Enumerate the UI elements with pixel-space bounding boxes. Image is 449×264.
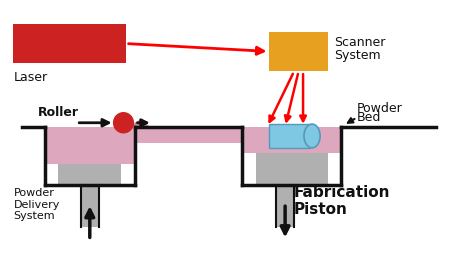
Text: Powder: Powder xyxy=(13,188,54,198)
FancyBboxPatch shape xyxy=(269,124,310,148)
Text: Fabrication: Fabrication xyxy=(294,185,391,200)
Text: Roller: Roller xyxy=(38,106,79,119)
FancyBboxPatch shape xyxy=(58,164,121,185)
Text: Scanner: Scanner xyxy=(335,36,386,49)
Text: Laser: Laser xyxy=(13,71,48,84)
Text: Powder: Powder xyxy=(357,102,403,115)
FancyBboxPatch shape xyxy=(256,153,328,185)
FancyBboxPatch shape xyxy=(276,185,294,227)
Text: System: System xyxy=(335,49,381,62)
Text: Piston: Piston xyxy=(294,202,348,217)
Text: Bed: Bed xyxy=(357,111,381,124)
FancyBboxPatch shape xyxy=(13,24,126,63)
FancyBboxPatch shape xyxy=(81,185,99,227)
Ellipse shape xyxy=(304,124,320,148)
FancyBboxPatch shape xyxy=(269,32,328,71)
Text: Delivery: Delivery xyxy=(13,200,60,210)
FancyBboxPatch shape xyxy=(242,127,341,153)
Polygon shape xyxy=(128,120,150,127)
Text: System: System xyxy=(13,211,55,221)
FancyBboxPatch shape xyxy=(45,127,135,164)
Ellipse shape xyxy=(114,113,133,133)
FancyBboxPatch shape xyxy=(135,127,242,143)
